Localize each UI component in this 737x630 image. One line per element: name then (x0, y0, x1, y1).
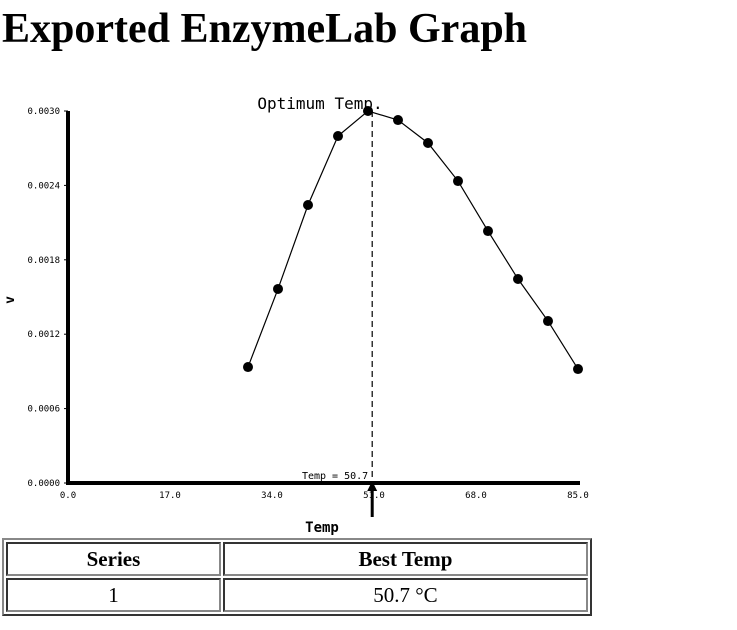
data-point (243, 362, 253, 373)
y-axis-label: v (3, 296, 18, 304)
header-series: Series (6, 542, 221, 576)
x-tick-label: 51.0 (363, 491, 385, 501)
cell-best-temp: 50.7 °C (222, 578, 588, 612)
data-point (543, 316, 553, 327)
x-tick-label: 68.0 (465, 491, 487, 501)
data-point (423, 137, 433, 148)
y-tick-label: 0.0018 (27, 256, 60, 266)
series-line (247, 110, 579, 370)
x-tick-label: 34.0 (261, 491, 283, 501)
y-tick-label: 0.0000 (27, 479, 60, 489)
table-header-row: Series Best Temp (6, 542, 588, 576)
table-row: 1 50.7 °C (6, 578, 588, 612)
arrow-head-icon (367, 481, 378, 491)
data-point (363, 106, 373, 116)
optimum-temp-chart: 0.0000 0.0006 0.0012 0.0018 0.0024 0.0030 0.0 1… (3, 94, 589, 536)
y-tick-label: 0.0012 (27, 330, 60, 340)
data-point (573, 364, 583, 375)
data-point (483, 226, 493, 237)
data-point (513, 274, 523, 285)
data-point (303, 199, 313, 210)
optimum-marker-label: Temp = 50.7 (302, 471, 368, 482)
x-tick-label: 17.0 (159, 491, 181, 501)
data-point (333, 131, 343, 142)
data-point (273, 283, 283, 294)
cell-series: 1 (6, 578, 221, 612)
x-axis-label: Temp (305, 520, 339, 536)
results-table: Series Best Temp 1 50.7 °C (2, 538, 592, 616)
x-tick-label: 0.0 (60, 491, 76, 501)
page-title: Exported EnzymeLab Graph (2, 6, 528, 52)
header-best-temp: Best Temp (222, 542, 588, 576)
chart-title: Optimum Temp. (257, 94, 382, 113)
x-tick-label: 85.0 (567, 491, 589, 501)
data-point (393, 115, 403, 126)
data-point (453, 176, 463, 187)
y-tick-label: 0.0024 (27, 181, 60, 191)
y-tick-label: 0.0030 (27, 107, 60, 117)
y-tick-label: 0.0006 (27, 405, 60, 415)
